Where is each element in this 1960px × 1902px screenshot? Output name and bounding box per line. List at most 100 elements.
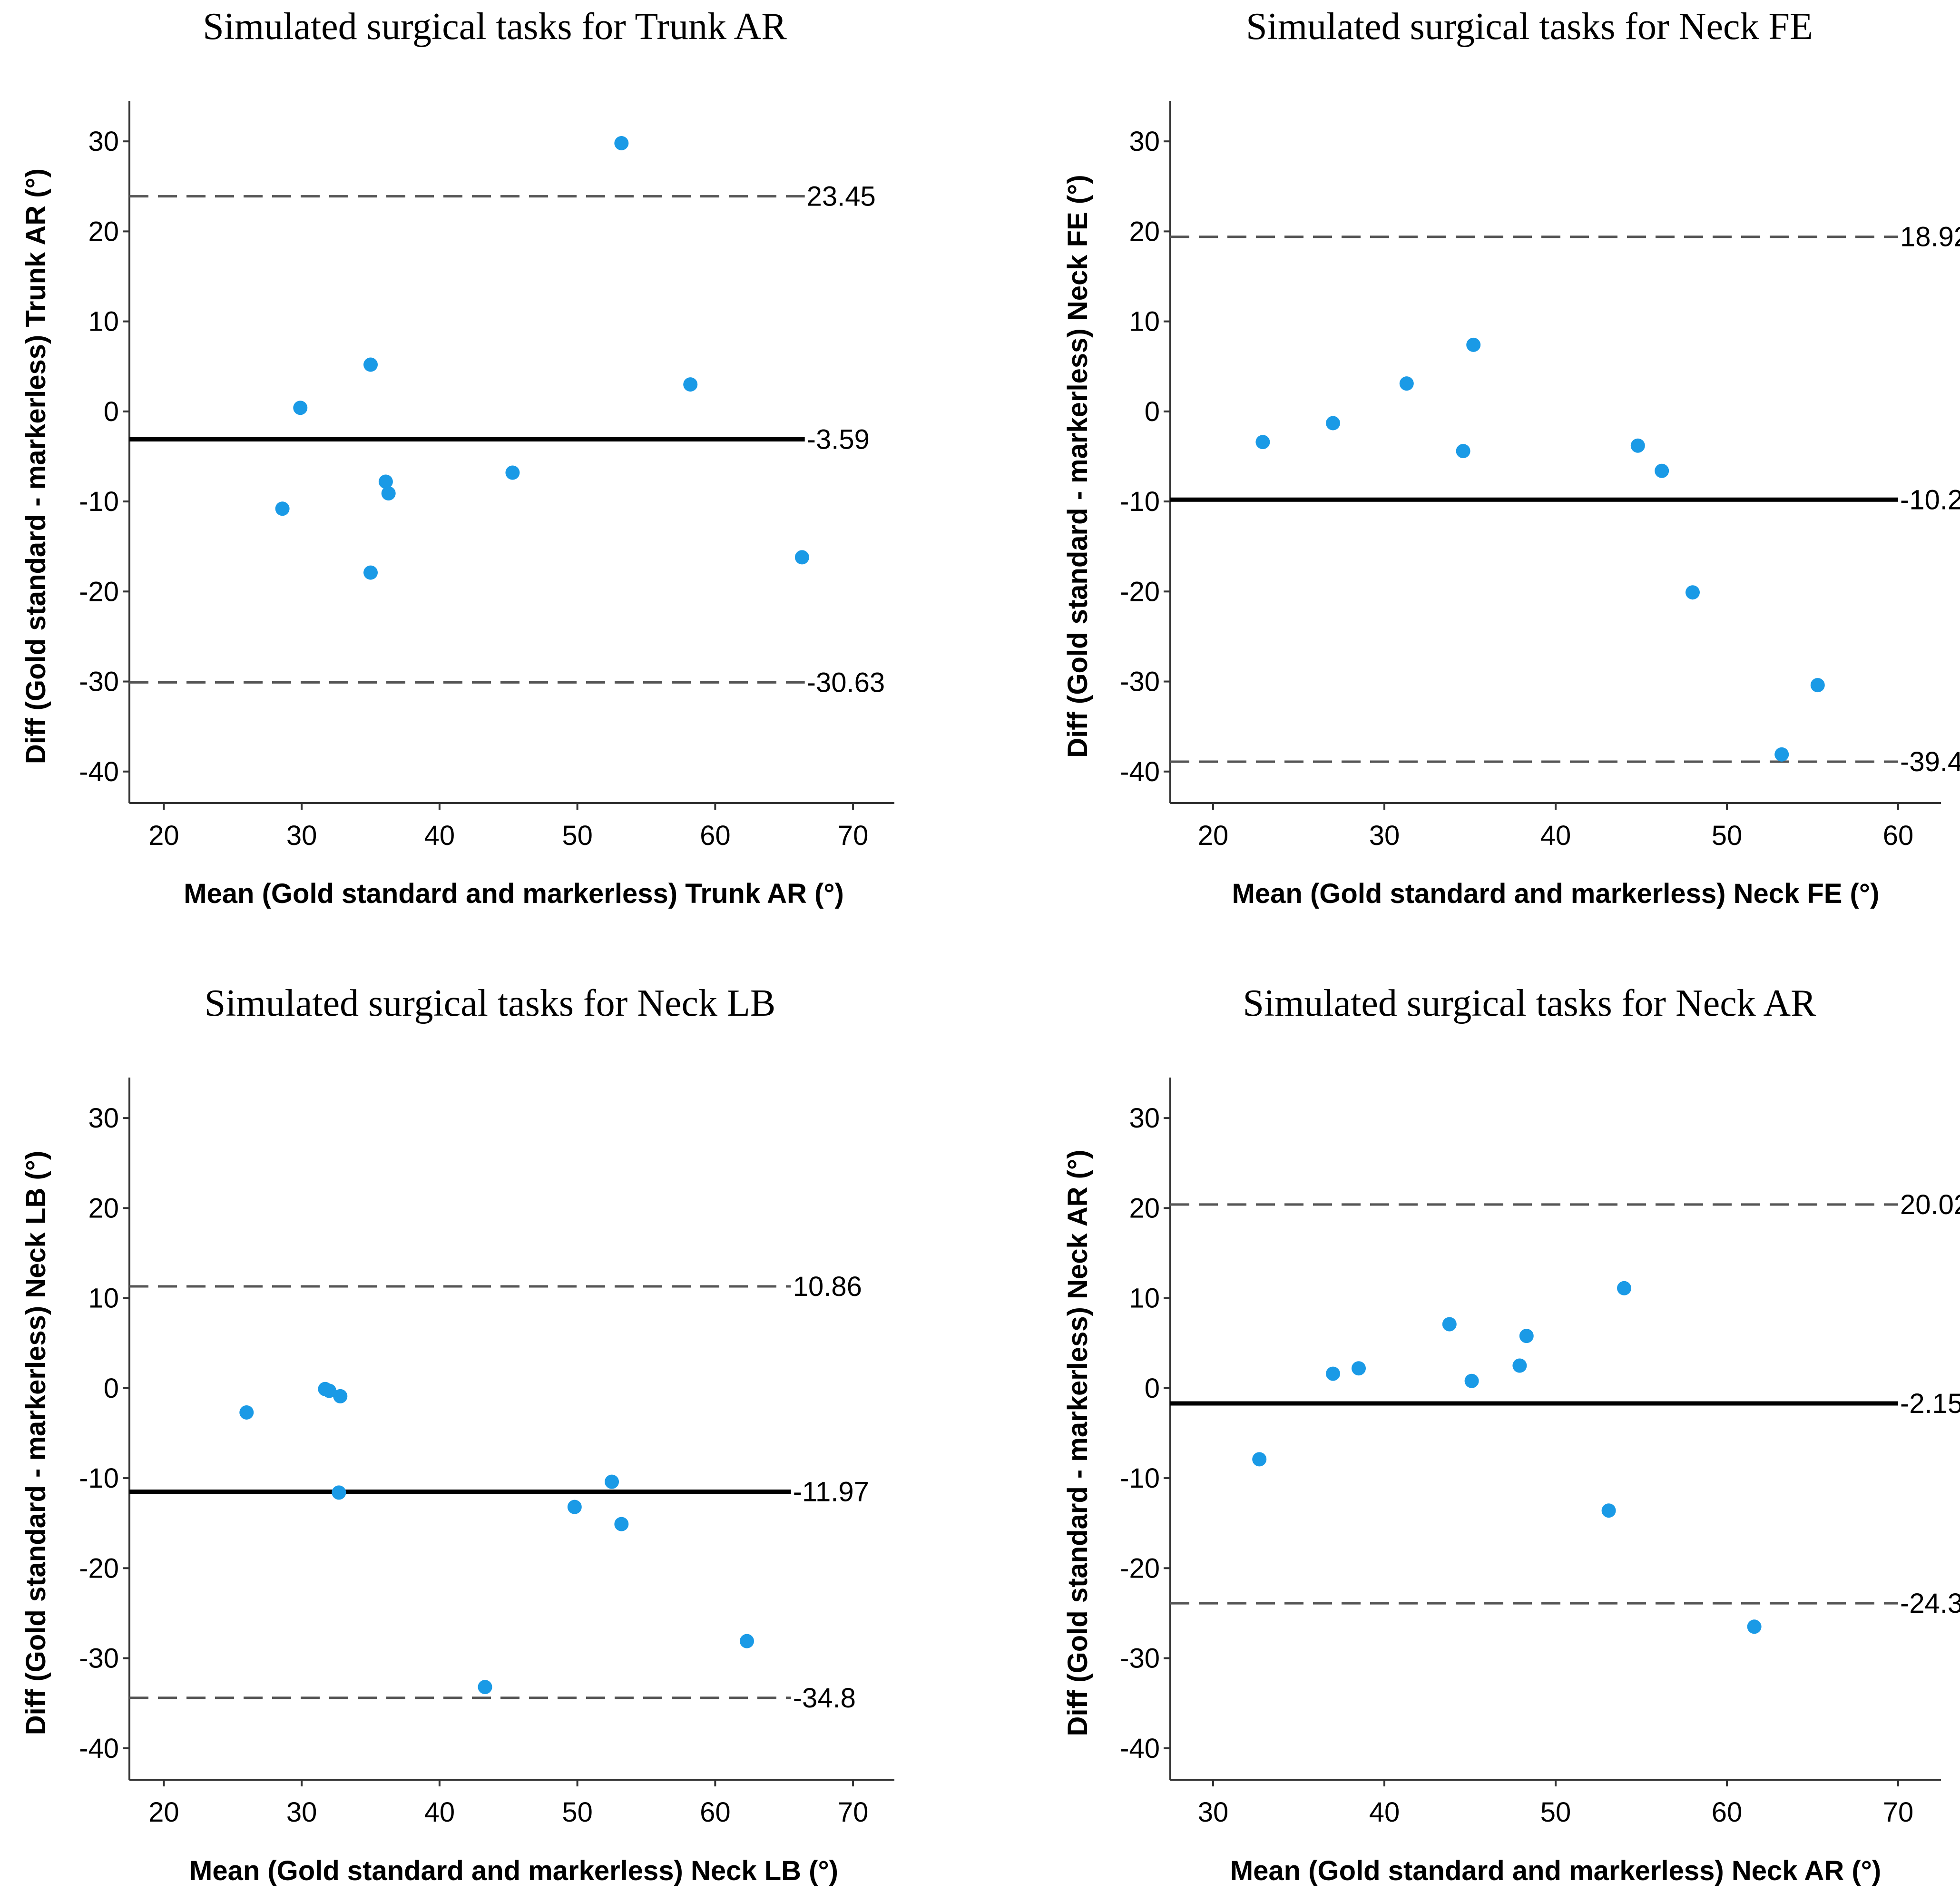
upper-limit-label: 10.86 bbox=[793, 1271, 862, 1302]
data-point bbox=[614, 136, 629, 150]
y-tick-label: 0 bbox=[104, 1373, 119, 1404]
data-point bbox=[1252, 1452, 1267, 1467]
x-tick-label: 30 bbox=[286, 1797, 317, 1828]
data-point bbox=[1686, 585, 1700, 600]
chart-panel-1: Simulated surgical tasks for Trunk AR 30 2… bbox=[20, 6, 894, 909]
x-tick-label: 20 bbox=[148, 820, 179, 851]
y-tick-label: 20 bbox=[1129, 216, 1160, 247]
lower-limit-label: -24.32 bbox=[1900, 1588, 1960, 1619]
data-point bbox=[1512, 1358, 1527, 1373]
y-tick-label: 10 bbox=[1129, 306, 1160, 337]
y-axis-label: Diff (Gold standard - markerless) Neck L… bbox=[20, 1151, 51, 1735]
data-point bbox=[1464, 1373, 1479, 1388]
data-point bbox=[1617, 1281, 1631, 1295]
data-point bbox=[239, 1405, 254, 1420]
y-axis-label: Diff (Gold standard - markerless) Neck F… bbox=[1062, 175, 1093, 757]
y-tick-label: -10 bbox=[79, 1463, 119, 1494]
chart-panel-3: Simulated surgical tasks for Neck LB 30 20… bbox=[20, 982, 894, 1886]
chart-title: Simulated surgical tasks for Neck LB bbox=[205, 982, 776, 1024]
y-tick-label: -30 bbox=[1120, 1643, 1160, 1674]
data-point bbox=[1774, 747, 1789, 762]
upper-limit-label: 20.02 bbox=[1900, 1189, 1960, 1220]
mean-difference-label: -11.97 bbox=[793, 1476, 869, 1507]
y-tick-label: -30 bbox=[79, 667, 119, 697]
y-tick-label: 10 bbox=[1129, 1283, 1160, 1314]
x-tick-label: 40 bbox=[424, 1797, 455, 1828]
y-tick-label: -40 bbox=[79, 756, 119, 787]
data-point bbox=[333, 1389, 348, 1403]
y-tick-label: 0 bbox=[1145, 1373, 1160, 1404]
y-tick-label: 30 bbox=[1129, 1103, 1160, 1134]
lower-limit-label: -34.8 bbox=[793, 1683, 856, 1714]
x-axis-label: Mean (Gold standard and markerless) Neck… bbox=[189, 1855, 838, 1886]
x-tick-label: 40 bbox=[424, 820, 455, 851]
y-tick-label: 30 bbox=[1129, 126, 1160, 157]
y-tick-label: 0 bbox=[1145, 396, 1160, 427]
upper-limit-label: 18.92 bbox=[1900, 222, 1960, 253]
y-tick-label: -20 bbox=[79, 576, 119, 607]
y-tick-label: -20 bbox=[1120, 576, 1160, 607]
data-point bbox=[1601, 1503, 1616, 1518]
data-point bbox=[794, 550, 809, 565]
y-tick-label: 30 bbox=[88, 126, 119, 157]
data-point bbox=[1810, 678, 1825, 693]
data-point bbox=[332, 1485, 346, 1500]
x-tick-label: 70 bbox=[838, 820, 869, 851]
y-tick-label: 10 bbox=[88, 1283, 119, 1314]
data-point bbox=[1630, 438, 1645, 453]
data-point bbox=[322, 1383, 337, 1398]
y-tick-label: -10 bbox=[1120, 486, 1160, 517]
chart-panel-2: Simulated surgical tasks for Neck FE 30 20… bbox=[1062, 6, 1960, 909]
data-point bbox=[1399, 376, 1414, 391]
x-tick-label: 70 bbox=[1883, 1797, 1914, 1828]
mean-difference-label: -10.25 bbox=[1900, 484, 1960, 515]
y-tick-label: -40 bbox=[1120, 1733, 1160, 1764]
data-point bbox=[1442, 1317, 1457, 1332]
y-tick-label: 20 bbox=[1129, 1193, 1160, 1224]
y-axis-label: Diff (Gold standard - markerless) Neck A… bbox=[1062, 1150, 1093, 1736]
x-tick-label: 50 bbox=[562, 1797, 593, 1828]
chart-title: Simulated surgical tasks for Neck FE bbox=[1246, 6, 1813, 48]
chart-panel-4: Simulated surgical tasks for Neck AR 30 20… bbox=[1062, 982, 1960, 1886]
mean-difference-label: -3.59 bbox=[807, 424, 870, 455]
y-tick-label: 20 bbox=[88, 1193, 119, 1224]
data-point bbox=[1466, 337, 1481, 352]
data-point bbox=[1747, 1619, 1762, 1634]
chart-title: Simulated surgical tasks for Trunk AR bbox=[203, 6, 787, 48]
x-tick-label: 60 bbox=[700, 820, 731, 851]
data-point bbox=[381, 486, 396, 501]
x-tick-label: 30 bbox=[286, 820, 317, 851]
x-tick-label: 70 bbox=[838, 1797, 869, 1828]
x-axis-label: Mean (Gold standard and markerless) Trun… bbox=[184, 878, 844, 909]
data-point bbox=[567, 1500, 582, 1514]
y-axis-label: Diff (Gold standard - markerless) Trunk … bbox=[20, 168, 51, 764]
data-point bbox=[1255, 435, 1270, 450]
upper-limit-label: 23.45 bbox=[807, 181, 876, 212]
data-point bbox=[739, 1634, 754, 1648]
data-point bbox=[275, 501, 290, 516]
data-point bbox=[363, 565, 378, 580]
x-tick-label: 20 bbox=[148, 1797, 179, 1828]
data-point bbox=[1326, 1366, 1340, 1381]
y-tick-label: 20 bbox=[88, 216, 119, 247]
lower-limit-label: -30.63 bbox=[807, 667, 885, 698]
data-point bbox=[614, 1517, 629, 1531]
data-point bbox=[1326, 416, 1340, 431]
y-tick-label: 30 bbox=[88, 1103, 119, 1134]
y-tick-label: -10 bbox=[79, 486, 119, 517]
x-axis-label: Mean (Gold standard and markerless) Neck… bbox=[1232, 878, 1880, 909]
y-tick-label: -30 bbox=[79, 1643, 119, 1674]
x-tick-label: 50 bbox=[1540, 1797, 1571, 1828]
x-tick-label: 30 bbox=[1198, 1797, 1229, 1828]
x-axis-label: Mean (Gold standard and markerless) Neck… bbox=[1230, 1855, 1881, 1886]
mean-difference-label: -2.15 bbox=[1900, 1388, 1960, 1419]
lower-limit-label: -39.43 bbox=[1900, 746, 1960, 777]
data-point bbox=[1456, 444, 1470, 459]
x-tick-label: 30 bbox=[1369, 820, 1400, 851]
x-tick-label: 50 bbox=[562, 820, 593, 851]
data-point bbox=[683, 377, 698, 392]
y-tick-label: -40 bbox=[79, 1733, 119, 1764]
data-point bbox=[505, 465, 520, 480]
y-tick-label: -40 bbox=[1120, 756, 1160, 787]
